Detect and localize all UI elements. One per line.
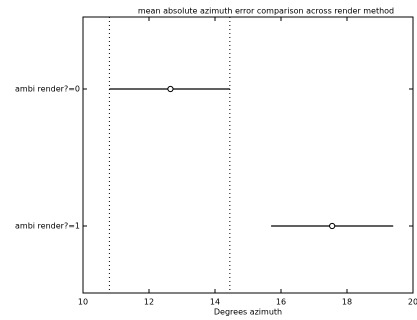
y-tick-label: ambi render?=0 xyxy=(15,85,80,94)
x-tick-label: 14 xyxy=(210,298,220,307)
x-tick-label: 16 xyxy=(276,298,286,307)
mean-marker xyxy=(167,85,174,93)
x-tick-label: 18 xyxy=(342,298,352,307)
y-tick-label: ambi render?=1 xyxy=(15,222,80,231)
plot-frame xyxy=(82,16,414,294)
mean-marker xyxy=(329,222,336,230)
chart-title: mean absolute azimuth error comparison a… xyxy=(138,7,394,16)
x-tick-label: 12 xyxy=(144,298,154,307)
x-axis-label: Degrees azimuth xyxy=(214,308,282,317)
x-tick-label: 10 xyxy=(78,298,88,307)
x-tick-label: 20 xyxy=(408,298,417,307)
